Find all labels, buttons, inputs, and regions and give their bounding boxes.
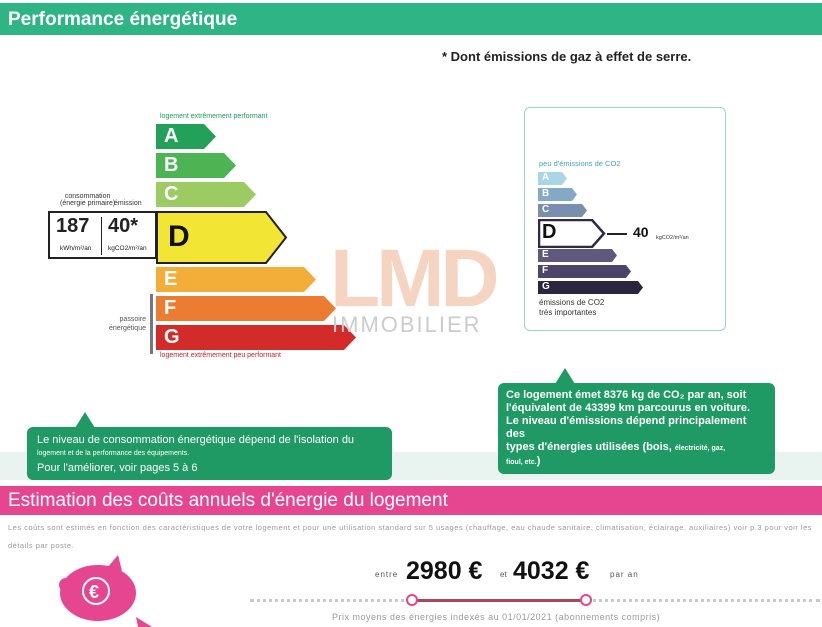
dpe-band-a: A (156, 124, 218, 149)
section-header-performance: Performance énergétique (0, 3, 822, 35)
emission-value: 40* (108, 215, 139, 237)
co2-value: 40 (633, 224, 649, 240)
cost-range-max-knob (580, 594, 592, 606)
co2-band-c: C (538, 204, 588, 222)
consumption-unit: kWh/m²/an (60, 245, 92, 252)
costs-note: Les coûts sont estimés en fonction des c… (8, 523, 812, 550)
price-index-note: Prix moyens des énergies indexés au 01/0… (332, 612, 661, 622)
box-divider (101, 217, 102, 255)
emissions-info-bubble: Ce logement émet 8376 kg de CO₂ par an, … (498, 383, 775, 474)
dpe-band-d-current: D (156, 211, 288, 264)
section-title: Performance énergétique (8, 9, 238, 30)
co2-band-f: F (538, 265, 632, 283)
consumption-info-bubble: Le niveau de consommation énergétique dé… (27, 427, 392, 480)
watermark-logo: LMD (330, 233, 500, 324)
co2-bottom-label: émissions de CO2 très importantes (539, 298, 605, 317)
dpe-band-c: C (156, 182, 258, 207)
consumption-value: 187 (56, 215, 90, 237)
passoire-bracket (150, 294, 153, 354)
dpe-band-g: G (156, 325, 358, 350)
co2-band-e: E (538, 249, 618, 267)
co2-band-b: B (538, 188, 578, 206)
dpe-top-label: logement extrêmement performant (160, 113, 268, 120)
co2-band-a: A (538, 172, 568, 190)
emission-label: émission (114, 200, 142, 207)
dpe-band-b: B (156, 153, 238, 178)
co2-band-d-current: D (537, 218, 606, 253)
dpe-band-e: E (156, 267, 318, 292)
co2-band-g: G (538, 281, 644, 299)
emission-unit: kgCO2/m²/an (108, 245, 147, 252)
svg-text:€: € (89, 582, 99, 602)
section-header-costs: Estimation des coûts annuels d'énergie d… (0, 486, 822, 515)
bubble-right-pointer (555, 368, 575, 384)
co2-panel: peu d'émissions de CO2 A B C D 40 kgCO2/… (524, 107, 726, 331)
cost-range-min-knob (406, 594, 418, 606)
piggy-bank-euro-icon: € (59, 555, 152, 627)
bubble-left-pointer (75, 412, 95, 428)
cost-entre-label: entre (375, 570, 399, 579)
passoire-label: passoire énergétique (109, 316, 146, 332)
co2-top-label: peu d'émissions de CO2 (539, 159, 621, 168)
cost-min-value: 2980 € (406, 557, 483, 585)
cost-max-value: 4032 € (513, 557, 590, 585)
consumption-label: consommation (énergie primaire) (60, 193, 116, 207)
consumption-emission-box: 187 40* kWh/m²/an kgCO2/m²/an (48, 211, 157, 259)
dpe-band-f: F (156, 296, 338, 321)
costs-title: Estimation des coûts annuels d'énergie d… (8, 490, 448, 511)
cost-et-label: et (500, 570, 507, 579)
cost-per-year-label: par an (610, 570, 639, 579)
dpe-bottom-label: logement extrêmement peu performant (160, 352, 282, 359)
co2-pointer (607, 233, 627, 235)
ghg-footnote: * Dont émissions de gaz à effet de serre… (442, 49, 692, 64)
cost-range-bar (412, 599, 586, 602)
co2-unit: kgCO2/m²/an (656, 235, 689, 241)
watermark-name: IMMOBILIER (332, 312, 482, 337)
